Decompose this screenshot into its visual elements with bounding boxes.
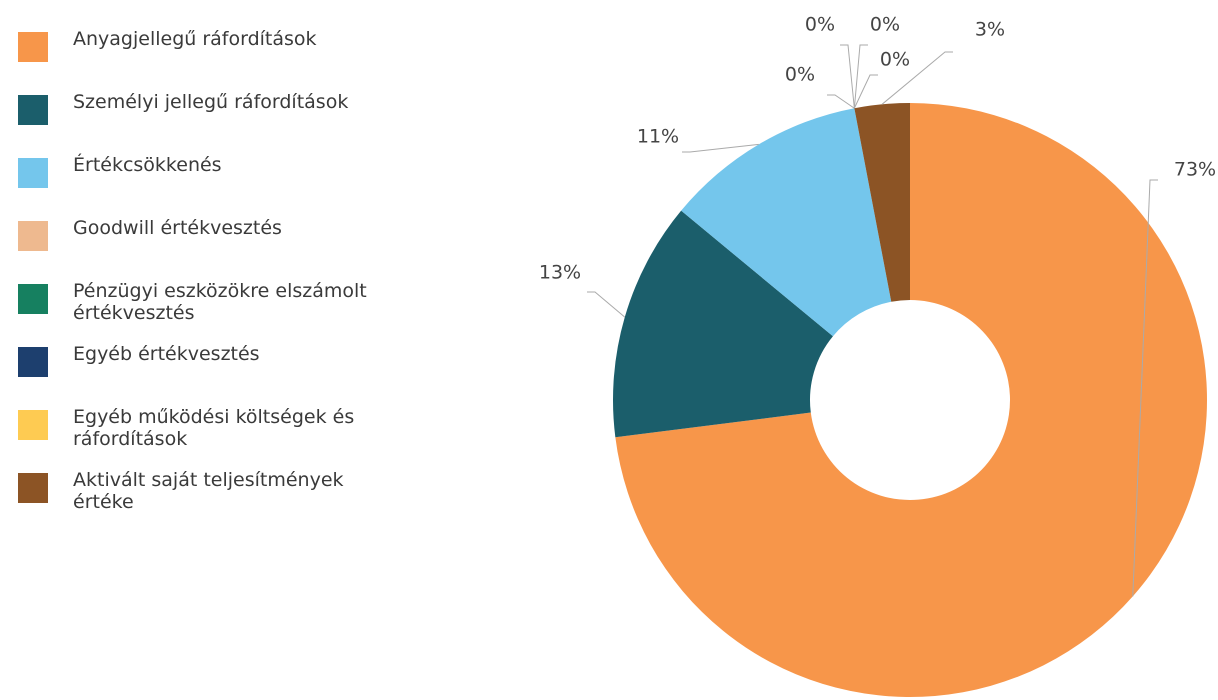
data-label: 0% (805, 14, 835, 36)
legend-label: Anyagjellegű ráfordítások (73, 28, 317, 50)
donut-slice (615, 103, 1207, 697)
leader-line (682, 143, 759, 153)
leader-line (840, 44, 855, 109)
legend-swatch (18, 410, 48, 440)
legend: Anyagjellegű ráfordítások Személyi jelleg… (18, 28, 418, 532)
donut-slice (854, 108, 892, 302)
leader-line (881, 51, 953, 105)
legend-label: Pénzügyi eszközökre elszámolt értékveszt… (73, 280, 367, 324)
leader-line (587, 291, 626, 318)
legend-swatch (18, 473, 48, 503)
legend-item: Egyéb működési költségek és ráfordítások (18, 406, 418, 469)
legend-label: Aktivált saját teljesítmények értéke (73, 469, 344, 513)
data-label: 13% (539, 262, 581, 284)
data-label: 11% (637, 126, 679, 148)
legend-swatch (18, 32, 48, 62)
leader-line (853, 74, 878, 109)
leader-line (853, 44, 868, 109)
donut-slice (613, 210, 833, 438)
legend-swatch (18, 284, 48, 314)
legend-item: Aktivált saját teljesítmények értéke (18, 469, 418, 532)
data-label: 0% (880, 49, 910, 71)
leader-line (827, 94, 855, 109)
legend-item: Személyi jellegű ráfordítások (18, 91, 418, 154)
donut-slice (681, 108, 892, 337)
legend-swatch (18, 347, 48, 377)
legend-swatch (18, 158, 48, 188)
donut-slice (854, 103, 910, 302)
legend-label: Személyi jellegű ráfordítások (73, 91, 349, 113)
legend-swatch (18, 95, 48, 125)
data-label: 0% (785, 64, 815, 86)
legend-item: Pénzügyi eszközökre elszámolt értékveszt… (18, 280, 418, 343)
legend-item: Goodwill értékvesztés (18, 217, 418, 280)
legend-swatch (18, 221, 48, 251)
legend-label: Egyéb értékvesztés (73, 343, 260, 365)
leader-line (1132, 179, 1158, 597)
legend-item: Egyéb értékvesztés (18, 343, 418, 406)
legend-label: Értékcsökkenés (73, 154, 222, 176)
data-label: 0% (870, 14, 900, 36)
data-label: 3% (975, 19, 1005, 41)
legend-label: Goodwill értékvesztés (73, 217, 282, 239)
legend-item: Anyagjellegű ráfordítások (18, 28, 418, 91)
legend-label: Egyéb működési költségek és ráfordítások (73, 406, 355, 450)
legend-item: Értékcsökkenés (18, 154, 418, 217)
data-label: 73% (1174, 159, 1216, 181)
